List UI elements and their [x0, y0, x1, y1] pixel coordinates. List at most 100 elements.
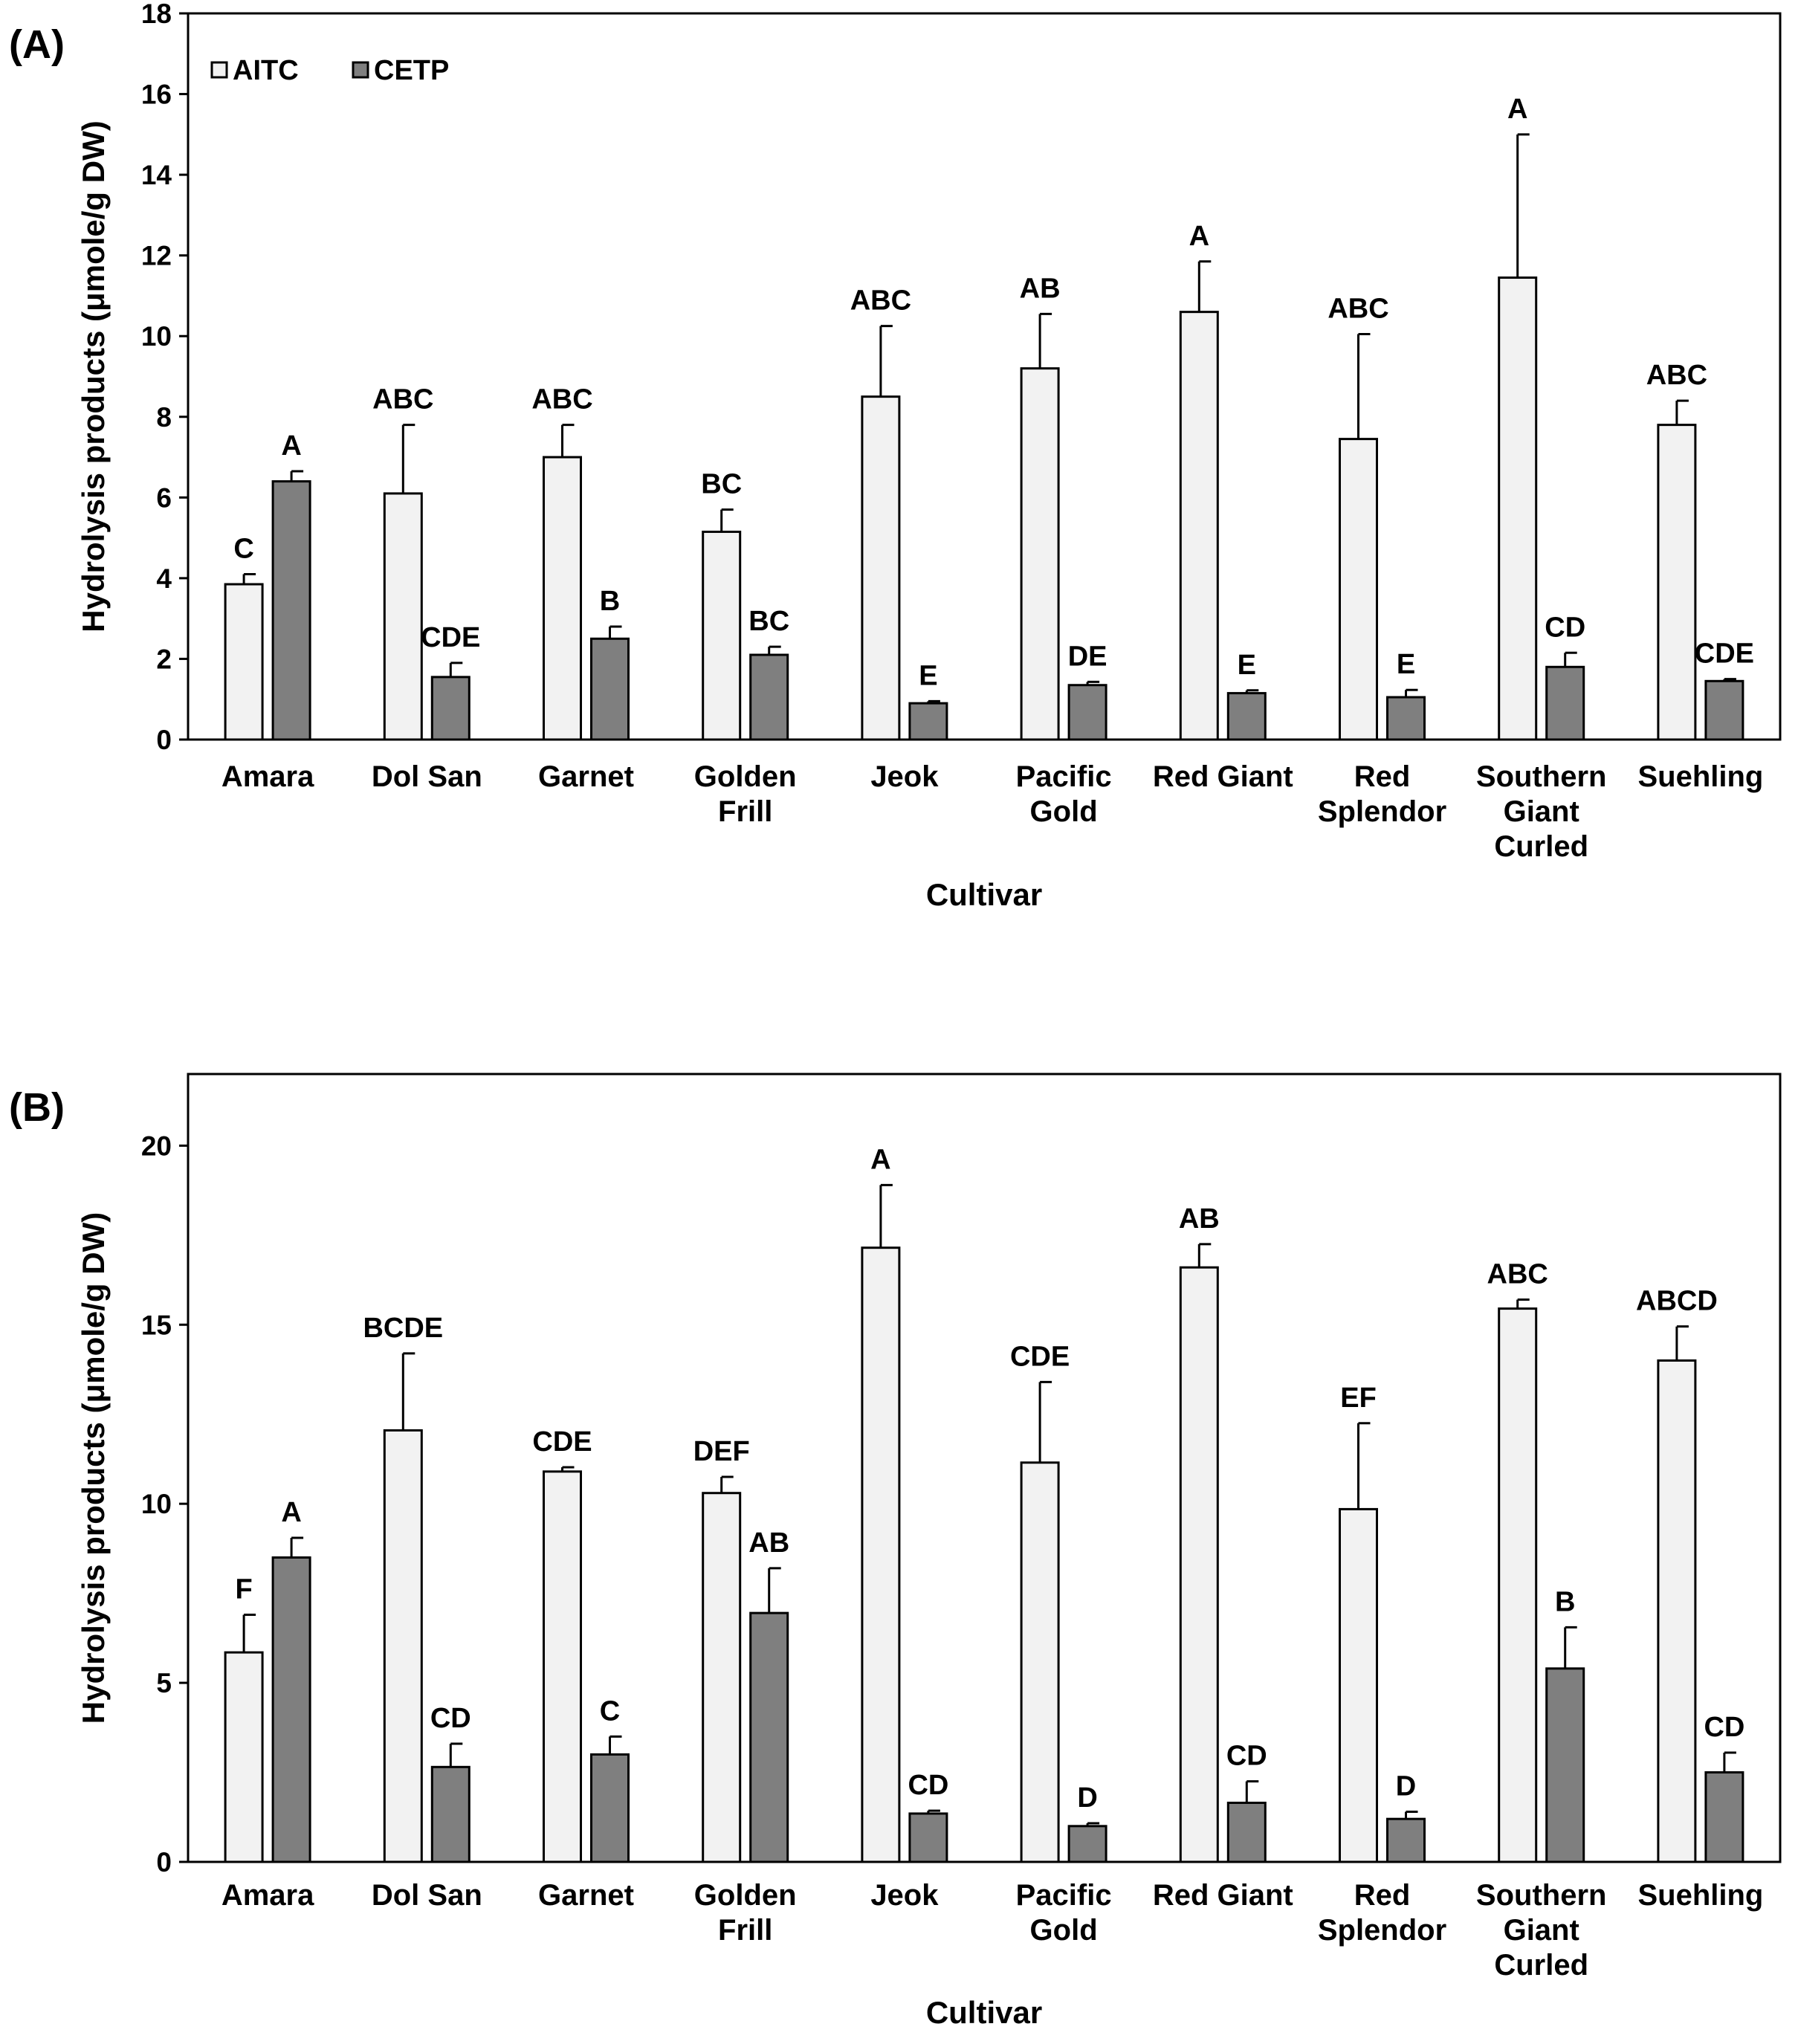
bar-cetp — [1226, 1802, 1267, 1863]
x-category-label: Jeok — [870, 1879, 939, 1912]
bar-aitc — [861, 1246, 901, 1863]
bar-cetp — [271, 1556, 311, 1863]
y-tick-label: 0 — [156, 1847, 172, 1878]
significance-letter: C — [233, 533, 253, 564]
bar-cetp — [1067, 1825, 1107, 1863]
bar-cetp — [908, 1812, 948, 1863]
significance-letter: AB — [1179, 1203, 1220, 1235]
bar-aitc — [1339, 438, 1378, 741]
significance-letter: A — [1507, 94, 1527, 125]
y-tick-label: 6 — [156, 482, 172, 513]
y-axis-title: Hydrolysis products (μmole/g DW) — [76, 120, 111, 632]
y-tick-label: 14 — [141, 160, 172, 190]
x-category-label: Frill — [718, 795, 772, 828]
significance-letter: D — [1077, 1782, 1097, 1814]
x-category-label: Giant — [1504, 1914, 1579, 1947]
legend-label: CETP — [374, 55, 449, 86]
plot-area-frame — [187, 12, 1782, 741]
bar-aitc — [1020, 367, 1060, 741]
y-tick-label: 0 — [156, 725, 172, 755]
legend-swatch-cetp — [352, 61, 369, 79]
x-category-label: Dol San — [372, 760, 482, 793]
significance-letter: A — [281, 1497, 301, 1528]
bar-aitc — [224, 583, 264, 741]
x-category-label: Southern — [1476, 1879, 1607, 1912]
bar-cetp — [1545, 665, 1585, 741]
significance-letter: D — [1396, 1771, 1416, 1802]
significance-letter: CD — [1704, 1712, 1744, 1743]
bar-aitc — [702, 1492, 742, 1863]
bar-cetp — [749, 653, 789, 741]
y-tick-label: 18 — [141, 0, 172, 29]
y-tick-label: 4 — [156, 563, 172, 594]
x-category-label: Golden — [694, 1879, 797, 1912]
plot-area-frame — [187, 1073, 1782, 1863]
y-tick-label: 20 — [141, 1131, 172, 1161]
x-axis-title: Cultivar — [926, 1995, 1042, 2030]
x-category-label: Suehling — [1637, 1879, 1763, 1912]
bar-aitc — [1657, 424, 1697, 741]
bar-cetp — [1545, 1667, 1585, 1863]
significance-letter: ABC — [372, 384, 433, 415]
significance-letter: DE — [1068, 641, 1107, 672]
bar-cetp — [430, 676, 470, 741]
significance-letter: EF — [1340, 1382, 1377, 1414]
chart-panel-b: (B) 0 5 10 15 20 Hydrolysis products (μmole/g … — [9, 1073, 1782, 2030]
x-category-label: Amara — [221, 760, 314, 793]
significance-letter: BC — [701, 469, 742, 500]
bar-aitc — [702, 530, 742, 741]
significance-letter: ABC — [1646, 360, 1707, 391]
significance-letter: ABCD — [1636, 1286, 1718, 1317]
bar-cetp — [1386, 1817, 1426, 1863]
bar-aitc — [1339, 1507, 1378, 1863]
bar-aitc — [383, 1429, 423, 1863]
x-category-label: Gold — [1030, 795, 1098, 828]
significance-letter: A — [281, 430, 301, 462]
x-category-label: Southern — [1476, 760, 1607, 793]
bar-aitc — [1657, 1359, 1697, 1863]
y-tick-label: 12 — [141, 241, 172, 271]
y-axis-title: Hydrolysis products (μmole/g DW) — [76, 1212, 111, 1724]
bar-cetp — [1067, 684, 1107, 741]
x-category-label: Pacific — [1016, 760, 1112, 793]
bar-aitc — [1179, 311, 1219, 741]
significance-letter: A — [870, 1144, 890, 1175]
bar-aitc — [1020, 1461, 1060, 1863]
bar-cetp — [1704, 1771, 1744, 1863]
significance-letter: DEF — [693, 1436, 750, 1467]
significance-letter: ABC — [1487, 1259, 1548, 1290]
x-category-label: Red Giant — [1153, 760, 1293, 793]
x-category-label: Giant — [1504, 795, 1579, 828]
bar-cetp — [908, 702, 948, 741]
bar-aitc — [861, 395, 901, 741]
significance-letter: BCDE — [363, 1313, 443, 1344]
y-tick-label: 10 — [141, 321, 172, 352]
significance-letter: AB — [748, 1527, 789, 1559]
bar-cetp — [590, 637, 630, 741]
significance-letter: BC — [748, 606, 789, 637]
y-tick-label: 5 — [156, 1668, 172, 1698]
significance-letter: AB — [1020, 273, 1061, 304]
x-category-label: Garnet — [538, 760, 634, 793]
x-category-label: Gold — [1030, 1914, 1098, 1947]
y-tick-label: 2 — [156, 644, 172, 674]
significance-letter: CDE — [1010, 1341, 1070, 1372]
bar-aitc — [1179, 1266, 1219, 1863]
bar-cetp — [749, 1611, 789, 1863]
x-category-label: Amara — [221, 1879, 314, 1912]
y-tick-label: 10 — [141, 1489, 172, 1519]
x-category-label: Suehling — [1637, 760, 1763, 793]
significance-letter: ABC — [850, 285, 911, 317]
bar-aitc — [224, 1651, 264, 1863]
significance-letter: E — [919, 660, 937, 691]
x-category-label: Splendor — [1318, 795, 1446, 828]
y-tick-label: 15 — [141, 1310, 172, 1340]
significance-letter: ABC — [531, 384, 592, 415]
y-tick-label: 8 — [156, 402, 172, 433]
significance-letter: ABC — [1328, 294, 1388, 325]
significance-letter: E — [1397, 649, 1415, 680]
bar-cetp — [590, 1753, 630, 1863]
significance-letter: E — [1238, 650, 1256, 681]
x-category-label: Curled — [1494, 1949, 1588, 1982]
